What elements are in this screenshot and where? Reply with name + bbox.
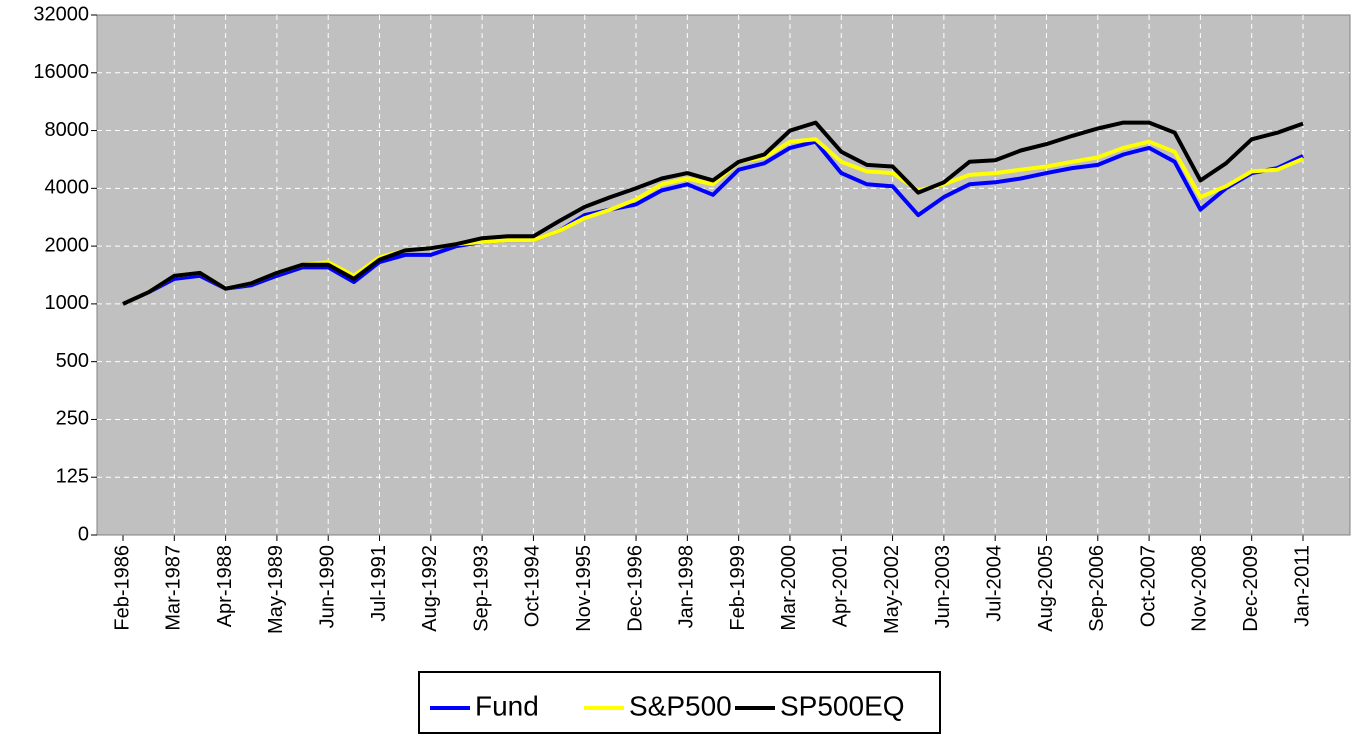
y-tick-label: 32000 (33, 3, 89, 25)
y-tick-label: 4000 (45, 177, 90, 199)
legend-label: SP500EQ (780, 690, 905, 721)
y-tick-label: 16000 (33, 61, 89, 83)
x-tick-label: Apr-1988 (214, 545, 236, 627)
x-tick-label: Dec-2009 (1240, 545, 1262, 632)
y-tick-label: 8000 (45, 119, 90, 141)
x-tick-label: Jan-2011 (1291, 545, 1313, 627)
x-tick-label: Jun-2003 (932, 545, 954, 628)
x-tick-label: Jan-1998 (676, 545, 698, 628)
x-tick-label: Oct-1994 (522, 545, 544, 627)
x-tick-label: Jun-1990 (316, 545, 338, 628)
y-tick-label: 250 (56, 408, 89, 430)
x-tick-label: Nov-1995 (573, 545, 595, 632)
x-tick-label: Mar-2000 (778, 545, 800, 631)
x-tick-label: Jul-1991 (368, 545, 390, 622)
legend-label: S&P500 (629, 690, 732, 721)
x-tick-label: Sep-1993 (470, 545, 492, 632)
y-tick-label: 500 (56, 350, 89, 372)
x-tick-label: Jul-2004 (983, 545, 1005, 622)
x-tick-label: Aug-2005 (1035, 545, 1057, 632)
y-tick-label: 0 (78, 523, 89, 545)
x-tick-label: Mar-1987 (163, 545, 185, 631)
x-tick-label: Dec-1996 (624, 545, 646, 632)
y-tick-label: 1000 (45, 292, 90, 314)
series-line (122, 139, 1304, 306)
x-tick-label: Feb-1999 (727, 545, 749, 631)
x-tick-label: Apr-2001 (830, 545, 852, 627)
x-tick-label: Oct-2007 (1137, 545, 1159, 627)
x-tick-label: Aug-1992 (419, 545, 441, 632)
x-tick-label: May-2002 (881, 545, 903, 634)
x-tick-label: May-1989 (265, 545, 287, 634)
y-tick-label: 2000 (45, 234, 90, 256)
y-tick-label: 125 (56, 466, 89, 488)
series-line (122, 120, 1304, 306)
x-tick-label: Feb-1986 (111, 545, 133, 631)
legend-label: Fund (475, 690, 539, 721)
x-tick-label: Sep-2006 (1086, 545, 1108, 632)
x-tick-label: Nov-2008 (1189, 545, 1211, 632)
plot-area (96, 14, 1351, 536)
legend-box (418, 671, 941, 734)
